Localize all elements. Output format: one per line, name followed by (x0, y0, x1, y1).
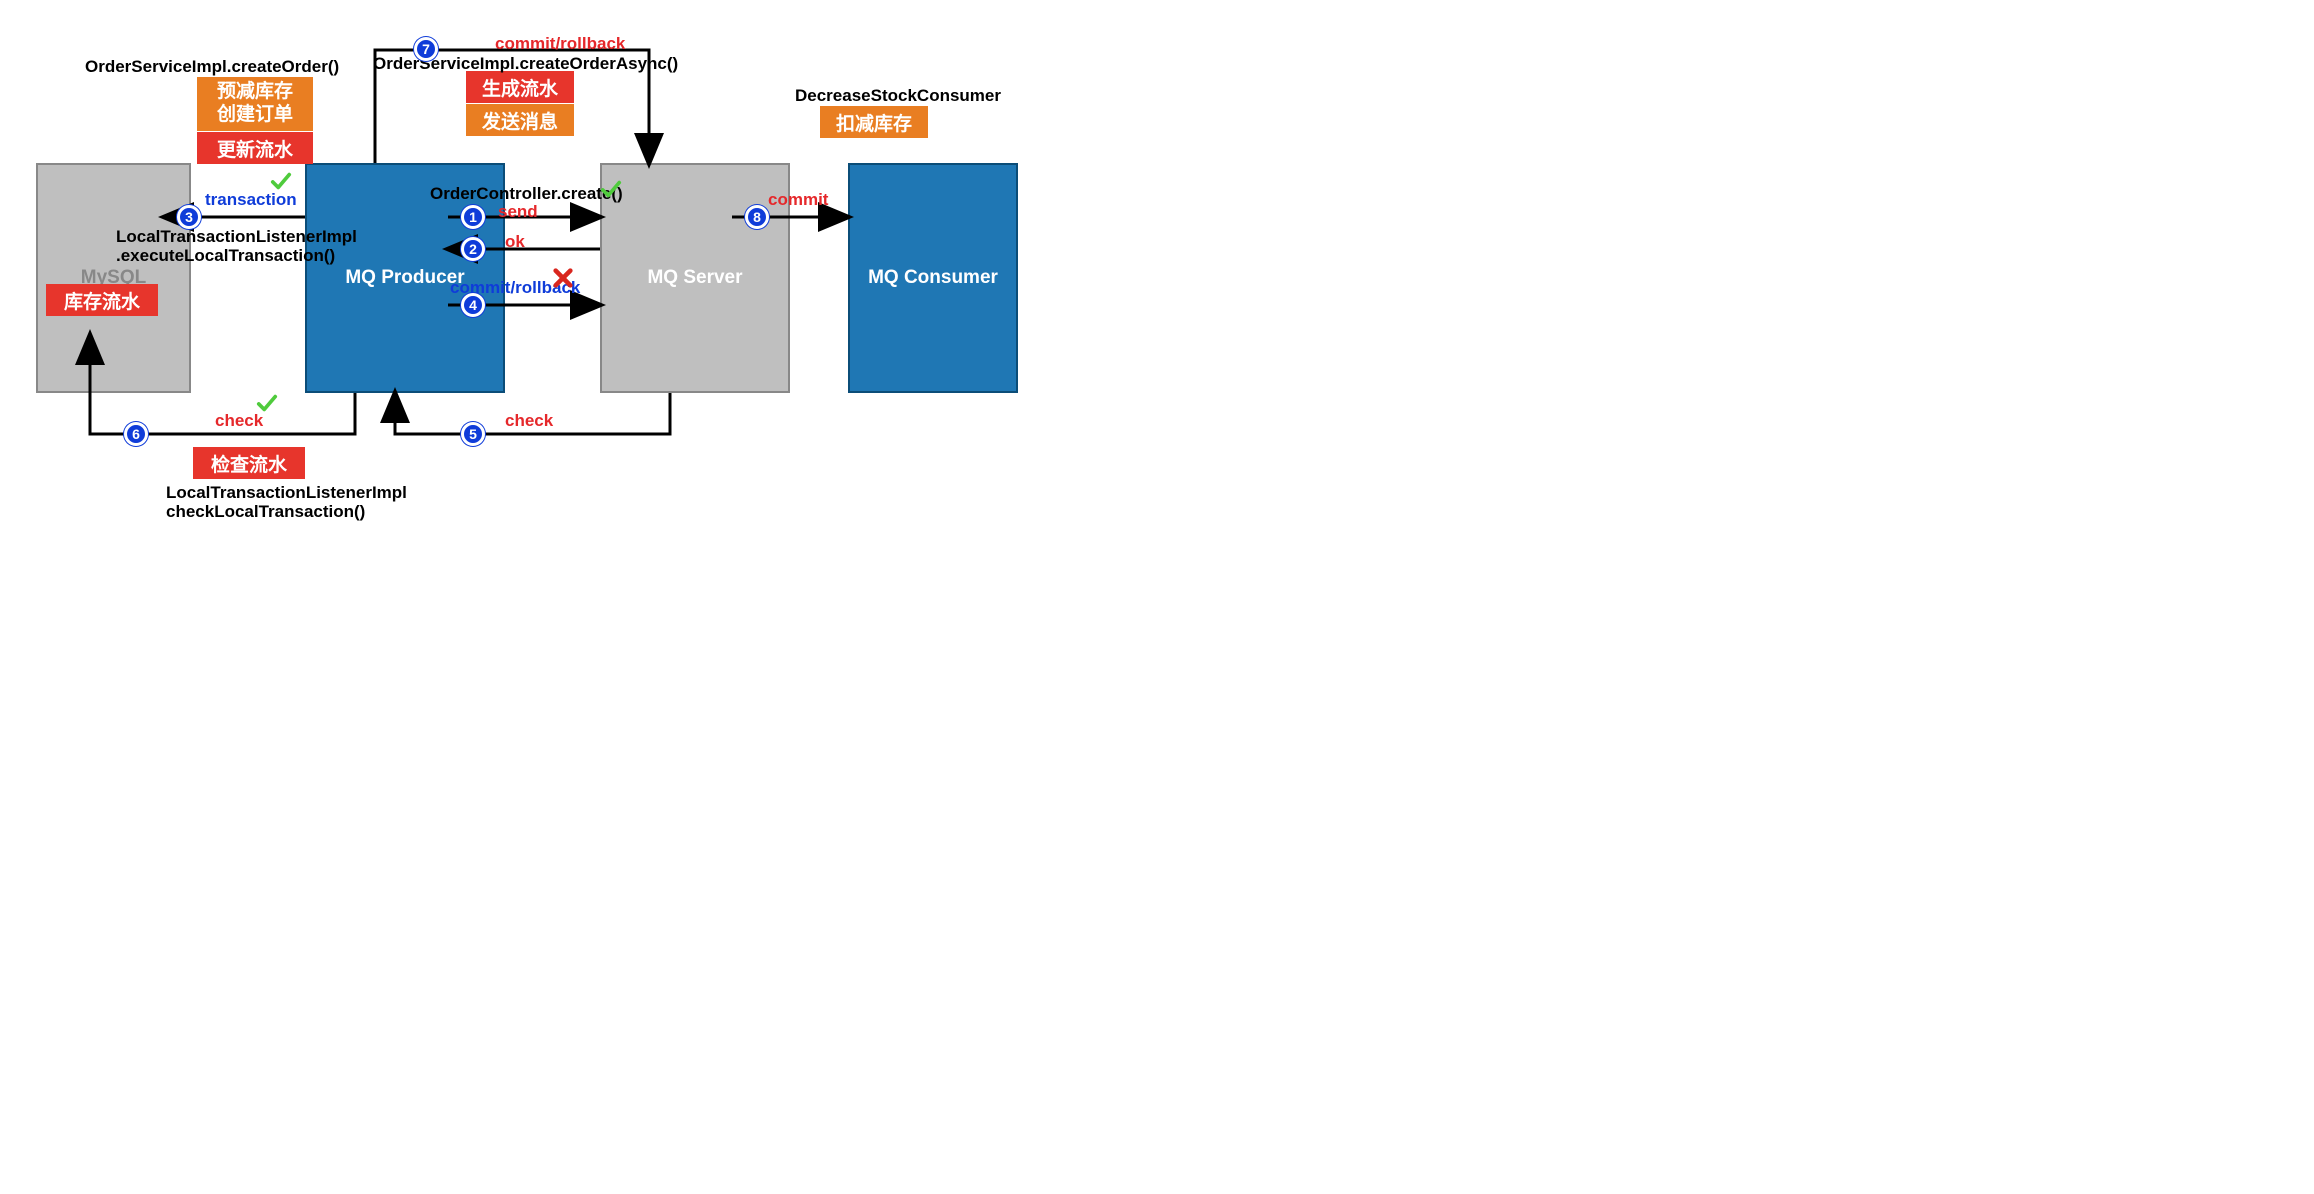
tag-update-text: 更新流水 (217, 135, 293, 162)
step-8: 8 (745, 205, 769, 229)
check-icon (270, 170, 292, 192)
lbl-check6: check (215, 411, 263, 431)
node-producer-label: MQ Producer (345, 267, 464, 289)
lbl-dsc: DecreaseStockConsumer (795, 86, 1001, 106)
tag-sendmsg: 发送消息 (466, 104, 574, 136)
tag-check-text: 检查流水 (211, 450, 287, 477)
lbl-check5: check (505, 411, 553, 431)
node-mq-consumer: MQ Consumer (848, 163, 1018, 393)
node-mysql: MySQL (36, 163, 191, 393)
step-4: 4 (461, 293, 485, 317)
lbl-commitroll7: commit/rollback (495, 34, 625, 54)
tag-gen: 生成流水 (466, 71, 574, 103)
lbl-orderctrl: OrderController.create() (430, 184, 623, 204)
lbl-commit8: commit (768, 190, 828, 210)
tag-predec-text: 预减库存 创建订单 (217, 81, 293, 127)
node-server-label: MQ Server (647, 267, 742, 289)
tag-inv-text: 库存流水 (64, 287, 140, 314)
tag-decstock-text: 扣减库存 (836, 109, 912, 136)
tag-sendmsg-text: 发送消息 (482, 107, 558, 134)
check-icon (256, 392, 278, 414)
lbl-ordersvc: OrderServiceImpl.createOrder() (85, 57, 339, 77)
lbl-ltlexec1: LocalTransactionListenerImpl (116, 227, 357, 247)
lbl-ltlcheck2: checkLocalTransaction() (166, 502, 365, 522)
tag-check: 检查流水 (193, 447, 305, 479)
step-7: 7 (414, 37, 438, 61)
tag-gen-text: 生成流水 (482, 74, 558, 101)
cross-icon (552, 267, 574, 289)
tag-decstock: 扣减库存 (820, 106, 928, 138)
lbl-ok: ok (505, 232, 525, 252)
diagram-canvas: MySQL MQ Producer MQ Server MQ Consumer … (0, 0, 1543, 796)
tag-update: 更新流水 (197, 132, 313, 164)
step-2: 2 (461, 237, 485, 261)
lbl-ltlexec2: .executeLocalTransaction() (116, 246, 335, 266)
step-6: 6 (124, 422, 148, 446)
tag-predec: 预减库存 创建订单 (197, 77, 313, 131)
node-mq-server: MQ Server (600, 163, 790, 393)
lbl-ltlcheck1: LocalTransactionListenerImpl (166, 483, 407, 503)
tag-inv: 库存流水 (46, 284, 158, 316)
node-consumer-label: MQ Consumer (868, 267, 998, 289)
lbl-transaction: transaction (205, 190, 297, 210)
step-5: 5 (461, 422, 485, 446)
step-3: 3 (177, 205, 201, 229)
check-icon (600, 178, 622, 200)
step-1: 1 (461, 205, 485, 229)
lbl-send: send (498, 202, 538, 222)
